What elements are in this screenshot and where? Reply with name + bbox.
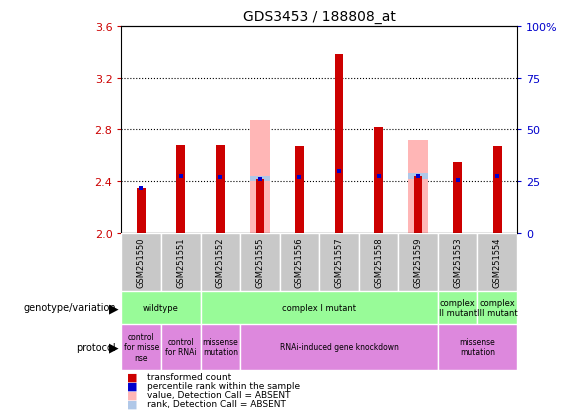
Text: GSM251556: GSM251556 <box>295 237 304 287</box>
Bar <box>201 233 240 291</box>
Text: ▶: ▶ <box>109 301 119 314</box>
Bar <box>216 145 225 233</box>
Text: genotype/variation: genotype/variation <box>23 303 116 313</box>
Text: ▶: ▶ <box>109 340 119 354</box>
Text: ■: ■ <box>127 372 138 382</box>
Title: GDS3453 / 188808_at: GDS3453 / 188808_at <box>243 10 396 24</box>
Text: control
for misse
nse: control for misse nse <box>124 332 159 362</box>
Text: missense
mutation: missense mutation <box>459 337 496 356</box>
Bar <box>161 233 201 291</box>
Text: GSM251554: GSM251554 <box>493 237 502 287</box>
Text: GSM251552: GSM251552 <box>216 237 225 287</box>
Text: complex
III mutant: complex III mutant <box>477 298 518 317</box>
Bar <box>250 121 270 233</box>
Text: percentile rank within the sample: percentile rank within the sample <box>147 381 300 390</box>
Bar <box>201 291 438 324</box>
Bar <box>121 233 161 291</box>
Bar <box>398 233 438 291</box>
Text: GSM251558: GSM251558 <box>374 237 383 287</box>
Bar <box>438 291 477 324</box>
Text: rank, Detection Call = ABSENT: rank, Detection Call = ABSENT <box>147 399 286 408</box>
Text: ■: ■ <box>127 399 138 409</box>
Bar <box>250 177 270 182</box>
Bar <box>121 324 161 370</box>
Text: GSM251555: GSM251555 <box>255 237 264 287</box>
Bar <box>137 188 146 233</box>
Bar <box>176 145 185 233</box>
Bar <box>319 233 359 291</box>
Text: GSM251550: GSM251550 <box>137 237 146 287</box>
Text: GSM251551: GSM251551 <box>176 237 185 287</box>
Bar <box>438 324 517 370</box>
Text: value, Detection Call = ABSENT: value, Detection Call = ABSENT <box>147 390 290 399</box>
Bar <box>493 147 502 233</box>
Text: missense
mutation: missense mutation <box>202 337 238 356</box>
Text: ■: ■ <box>127 381 138 391</box>
Bar <box>255 179 264 233</box>
Bar <box>408 174 428 179</box>
Bar <box>121 291 201 324</box>
Text: RNAi-induced gene knockdown: RNAi-induced gene knockdown <box>280 342 398 351</box>
Text: protocol: protocol <box>76 342 116 352</box>
Bar <box>280 233 319 291</box>
Bar <box>408 140 428 233</box>
Bar <box>240 324 438 370</box>
Text: GSM251557: GSM251557 <box>334 237 344 287</box>
Bar <box>477 291 517 324</box>
Text: complex I mutant: complex I mutant <box>282 303 356 312</box>
Text: wildtype: wildtype <box>143 303 179 312</box>
Text: transformed count: transformed count <box>147 372 231 381</box>
Bar <box>374 128 383 233</box>
Text: GSM251553: GSM251553 <box>453 237 462 287</box>
Bar <box>201 324 240 370</box>
Bar <box>240 233 280 291</box>
Text: ■: ■ <box>127 390 138 400</box>
Text: control
for RNAi: control for RNAi <box>165 337 197 356</box>
Text: complex
II mutant: complex II mutant <box>438 298 477 317</box>
Text: GSM251559: GSM251559 <box>414 237 423 287</box>
Bar <box>477 233 517 291</box>
Bar <box>295 147 304 233</box>
Bar <box>161 324 201 370</box>
Bar <box>438 233 477 291</box>
Bar <box>453 162 462 233</box>
Bar <box>334 55 344 233</box>
Bar <box>414 177 423 233</box>
Bar <box>359 233 398 291</box>
